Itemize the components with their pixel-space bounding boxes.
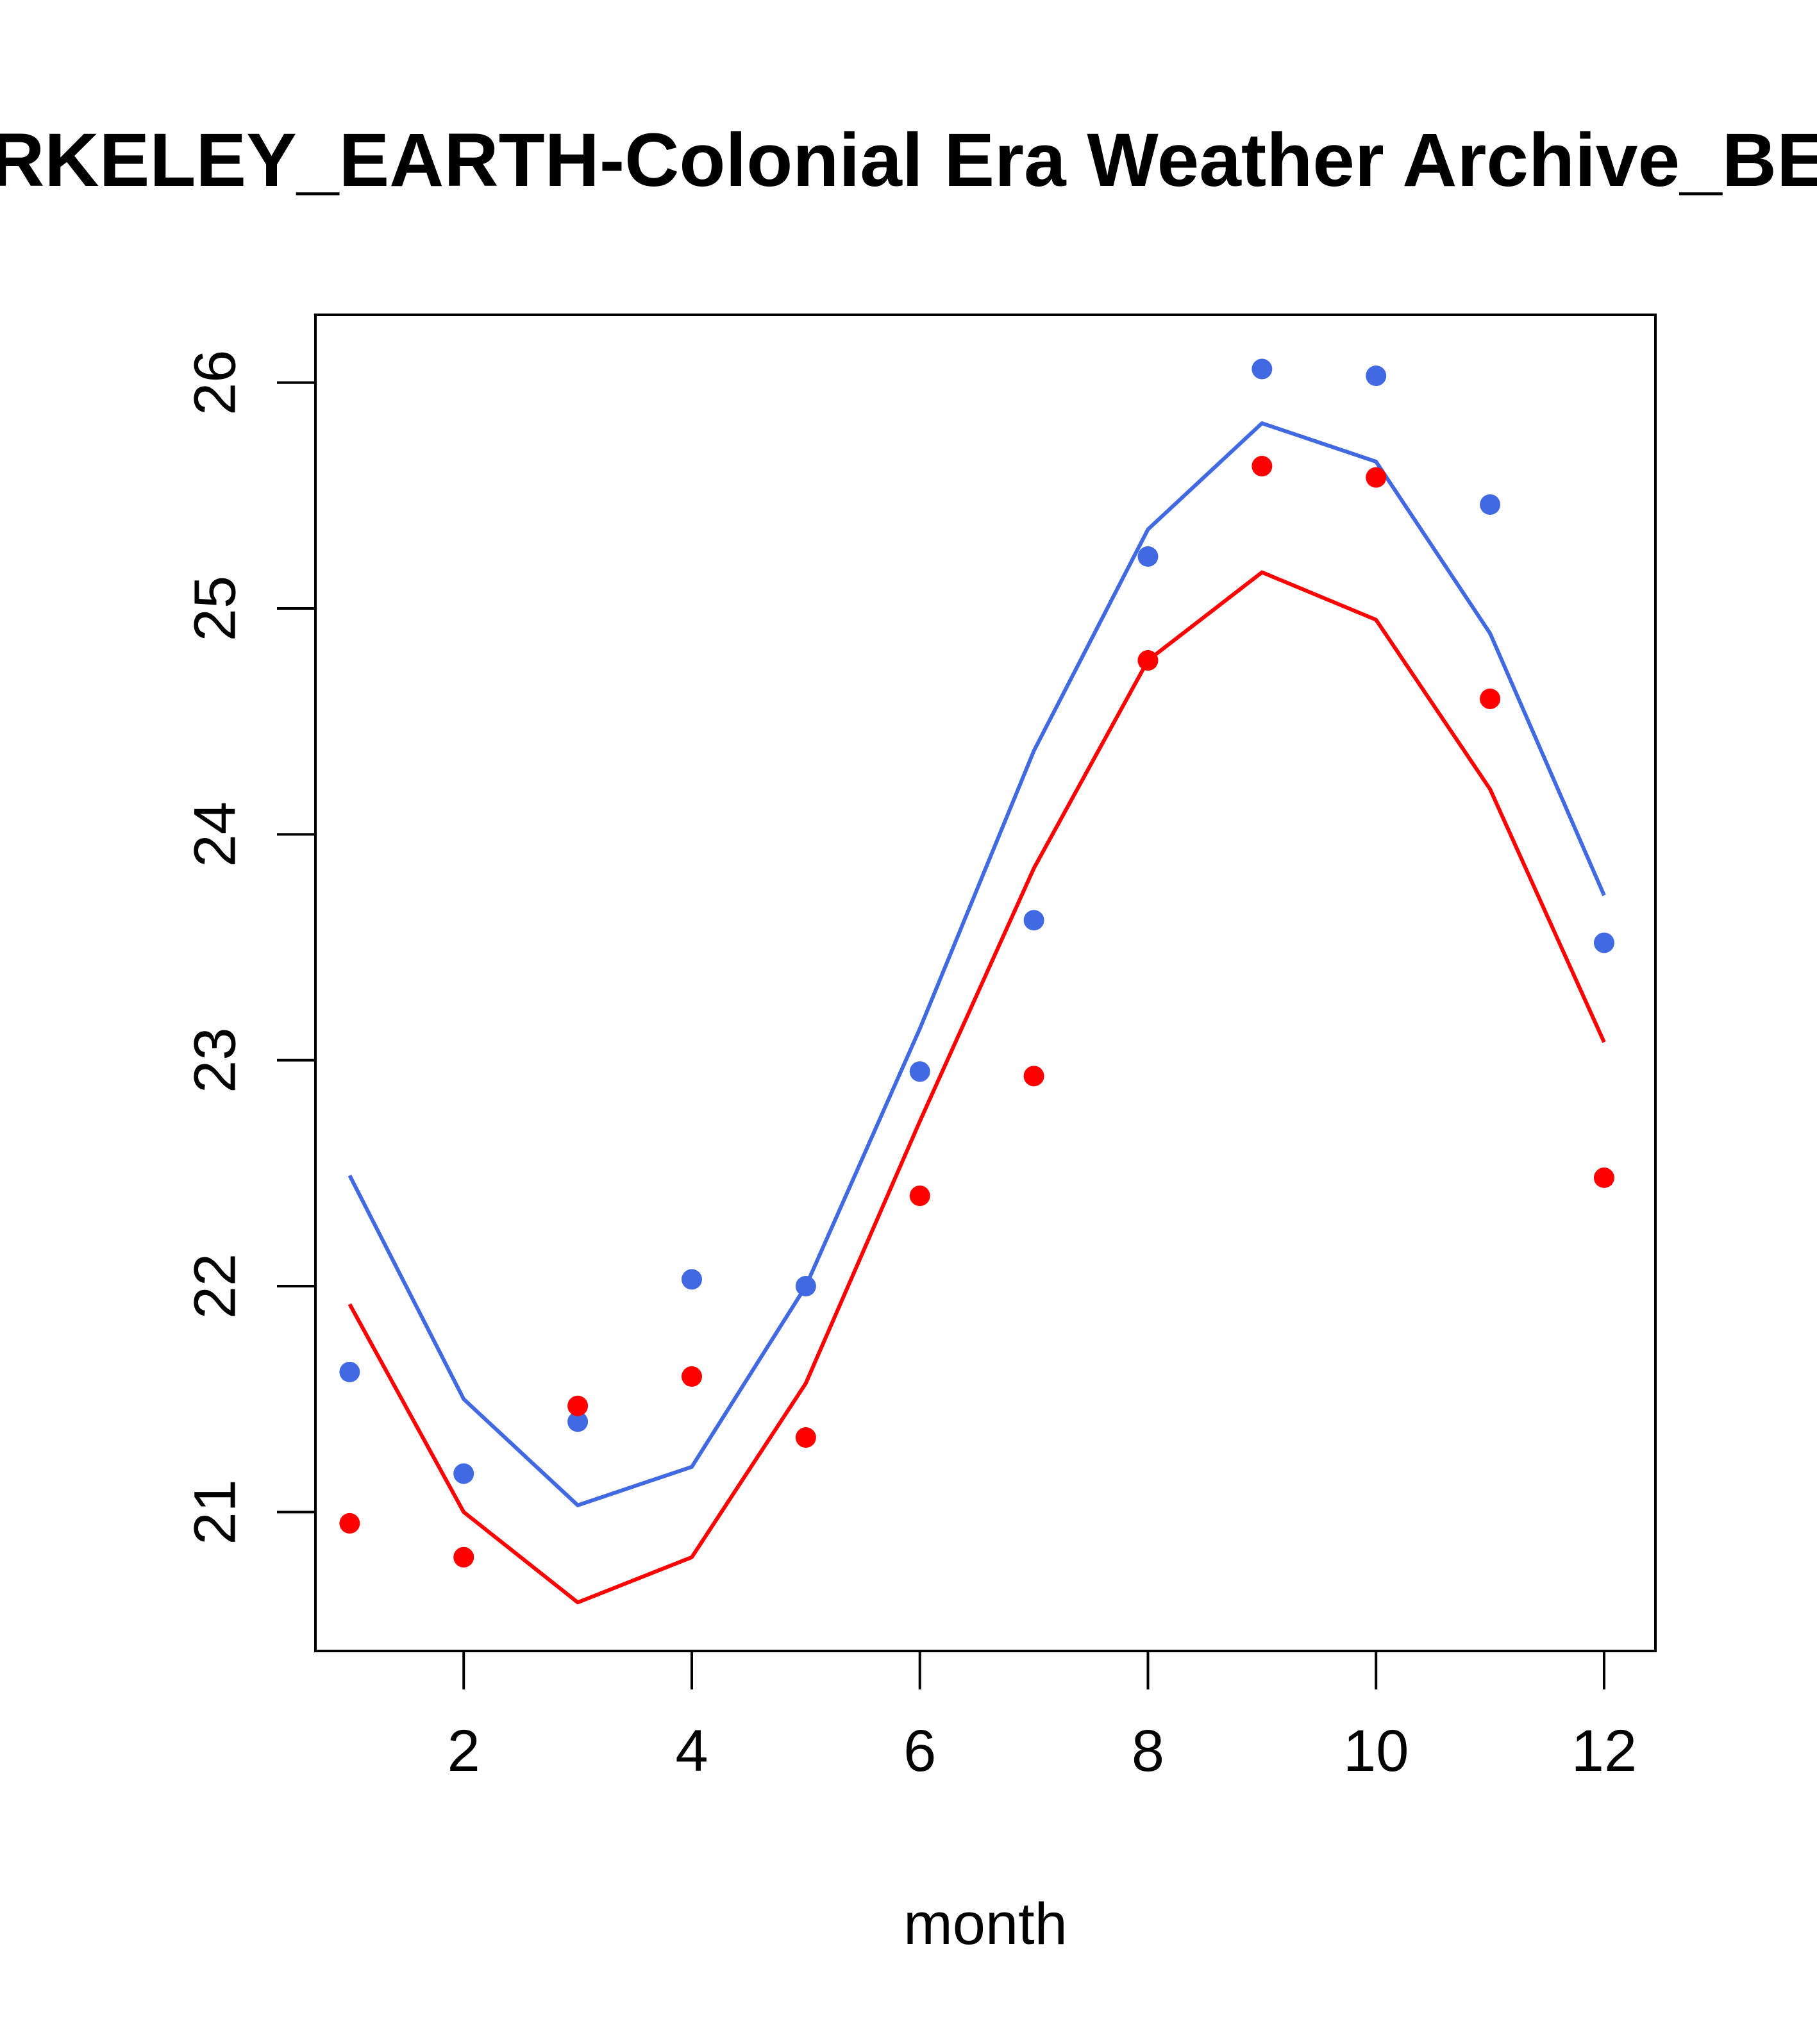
series-0-point bbox=[453, 1463, 474, 1484]
y-tick-label: 21 bbox=[182, 1479, 247, 1545]
series-1-point bbox=[681, 1366, 702, 1387]
series-1-point bbox=[453, 1546, 474, 1568]
x-tick-label: 10 bbox=[1343, 1718, 1409, 1784]
series-1-point bbox=[1023, 1066, 1044, 1087]
series-1-point bbox=[1593, 1167, 1614, 1188]
x-tick-label: 6 bbox=[903, 1718, 936, 1784]
series-0-point bbox=[339, 1361, 360, 1382]
series-1-point bbox=[1480, 688, 1501, 709]
y-tick-label: 22 bbox=[182, 1253, 247, 1319]
series-1-point bbox=[1252, 456, 1273, 477]
series-0-point bbox=[1366, 365, 1387, 387]
y-tick-label: 25 bbox=[182, 576, 247, 641]
series-1-point bbox=[1366, 467, 1387, 488]
series-0-point bbox=[1480, 494, 1501, 515]
series-0-point bbox=[567, 1411, 589, 1432]
x-tick-label: 8 bbox=[1132, 1718, 1164, 1784]
series-0-point bbox=[681, 1269, 702, 1290]
series-0-point bbox=[1137, 546, 1159, 567]
series-1-line bbox=[347, 570, 1606, 1605]
series-0-point bbox=[909, 1061, 930, 1082]
series-1-point bbox=[909, 1185, 930, 1207]
chart-title: BERKELEY_EARTH-Colonial Era Weather Arch… bbox=[0, 118, 1817, 203]
series-1-point bbox=[567, 1395, 589, 1416]
y-axis: 21 22 23 24 25 26 bbox=[182, 350, 317, 1545]
series-0-point bbox=[795, 1275, 816, 1296]
y-tick-label: 24 bbox=[182, 801, 247, 867]
series-0-point bbox=[1593, 932, 1614, 953]
series-1-point bbox=[339, 1512, 360, 1534]
series-0-line bbox=[347, 421, 1606, 1507]
x-tick-label: 4 bbox=[675, 1718, 708, 1784]
x-axis: 2 4 6 8 10 12 bbox=[448, 1650, 1637, 1784]
series-0-point bbox=[1252, 358, 1273, 380]
y-tick-label: 23 bbox=[182, 1027, 247, 1093]
x-axis-label: month bbox=[903, 1891, 1068, 1957]
y-tick-label: 26 bbox=[182, 350, 247, 415]
series-layer bbox=[339, 358, 1614, 1605]
series-1-point bbox=[1137, 650, 1159, 671]
x-tick-label: 12 bbox=[1571, 1718, 1637, 1784]
x-tick-label: 2 bbox=[448, 1718, 480, 1784]
series-1-point bbox=[795, 1427, 816, 1448]
series-0-point bbox=[1023, 910, 1044, 931]
